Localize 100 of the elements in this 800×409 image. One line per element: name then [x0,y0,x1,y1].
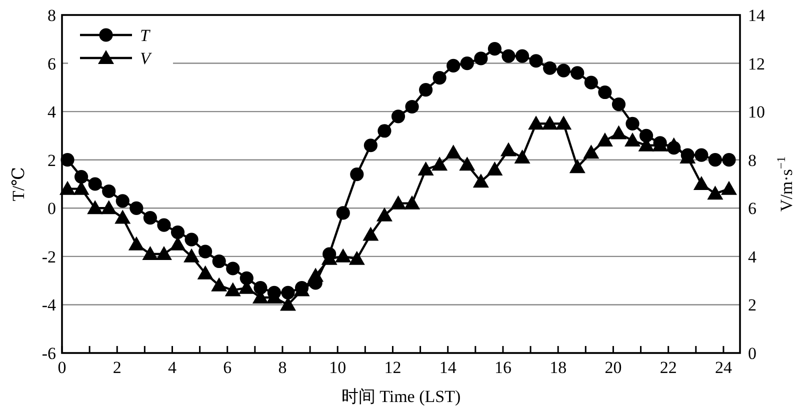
point [197,265,214,280]
point [472,174,489,188]
point [308,268,324,282]
y-tick-label: 4 [48,102,56,122]
x-tick-label: 16 [494,358,512,377]
point [459,156,476,171]
point [378,124,392,138]
point [212,254,226,268]
point [405,100,419,114]
x-tick-label: 8 [278,358,287,377]
point [556,116,572,130]
point [254,281,268,295]
point [143,211,157,225]
point [486,162,503,176]
y-tick-label: 2 [48,150,56,170]
y2-tick-label: 2 [748,296,756,315]
point [500,142,516,156]
y2-tick-label: 0 [748,344,756,363]
point [128,236,144,250]
y2-tick-label: 4 [748,247,757,266]
x-tick-label: 20 [604,358,622,377]
point [570,66,584,80]
point [446,58,460,72]
point [391,110,406,124]
point [87,200,104,214]
point [226,262,240,276]
y-axis-title: T/℃ [9,166,28,202]
x-tick-label: 14 [439,358,457,377]
y2-tick-label: 6 [748,199,756,218]
point [170,225,185,240]
point [157,218,171,232]
point [336,206,350,220]
y-tick-label: -6 [42,344,56,363]
point [514,149,530,164]
point [198,244,212,258]
point [707,186,724,200]
point [474,52,488,66]
point [130,201,144,215]
point [529,54,543,68]
legend-label: T [140,26,151,45]
x-axis-title: 时间 Time (LST) [341,387,461,406]
point [404,195,420,210]
point [74,170,88,184]
y-tick-label: 8 [48,6,56,25]
y-tick-label: 0 [48,199,56,218]
legend-label: V [140,49,153,68]
x-tick-label: 12 [384,358,402,377]
point [720,180,737,195]
x-tick-label: 4 [168,358,177,377]
point [694,148,708,162]
point [626,116,640,130]
y2-tick-label: 12 [748,54,765,74]
point [569,159,586,174]
point [156,246,172,260]
x-tick-label: 10 [329,358,346,377]
point [612,98,626,112]
point [224,282,241,296]
point [528,116,544,130]
point [693,176,710,190]
point [596,132,613,147]
point [584,76,598,90]
point [142,246,158,260]
point [488,42,502,56]
point [708,153,722,167]
point [666,137,682,152]
point [376,207,392,222]
point [502,49,516,63]
y-tick-label: -2 [42,247,56,266]
x-tick-label: 24 [714,358,732,377]
x-tick-label: 2 [112,358,122,377]
y2-tick-label: 8 [748,150,756,170]
point [348,250,365,265]
point [116,194,130,208]
point [419,83,433,97]
y2-tick-label: 10 [748,102,765,122]
point [583,144,600,159]
point [100,200,117,214]
point [211,277,228,292]
point [460,56,474,70]
x-tick-label: 18 [550,358,567,377]
x-tick-label: 22 [660,358,677,377]
x-tick-label: 6 [223,358,232,377]
point [722,153,736,167]
point [281,286,295,300]
point [114,210,131,224]
y2-tick-label: 14 [748,6,766,25]
point [445,144,462,159]
point [390,195,406,210]
point [515,49,530,63]
y-tick-label: -4 [42,296,56,315]
point [624,132,641,147]
point [102,184,116,198]
point [184,232,198,246]
point [350,168,364,182]
point [364,138,378,152]
point [60,180,76,195]
point [418,162,434,176]
point [60,153,74,167]
point [362,226,379,241]
point [240,271,254,285]
